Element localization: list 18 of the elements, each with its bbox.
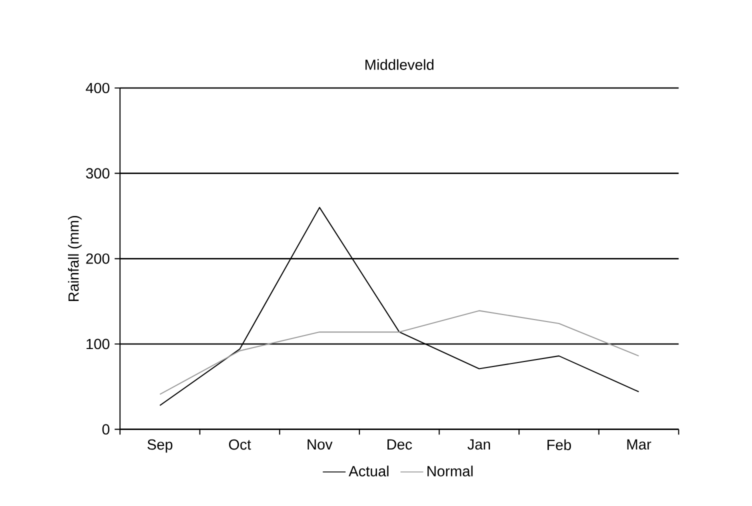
x-tick-label: Nov <box>308 439 333 450</box>
x-tick-label: Feb <box>548 439 571 450</box>
line-series <box>159 206 640 406</box>
x-tick-label: Jan <box>468 439 490 450</box>
chart-title: Middleveld <box>365 59 434 70</box>
legend-label: Actual <box>348 466 388 476</box>
y-axis-title: Rainfall (mm) <box>68 216 82 302</box>
x-tick-label: Mar <box>627 439 652 450</box>
legend-label: Normal <box>428 466 473 476</box>
x-tick-label: Sep <box>148 439 172 453</box>
line-series <box>159 310 640 395</box>
x-tick-label: Dec <box>388 439 412 450</box>
y-tick-label: 200 <box>86 253 110 264</box>
y-tick-label: 400 <box>86 82 110 94</box>
y-tick-label: 100 <box>86 338 110 350</box>
y-tick-label: 300 <box>86 168 110 179</box>
y-tick-label: 0 <box>102 424 110 435</box>
x-tick-label: Oct <box>229 439 252 450</box>
